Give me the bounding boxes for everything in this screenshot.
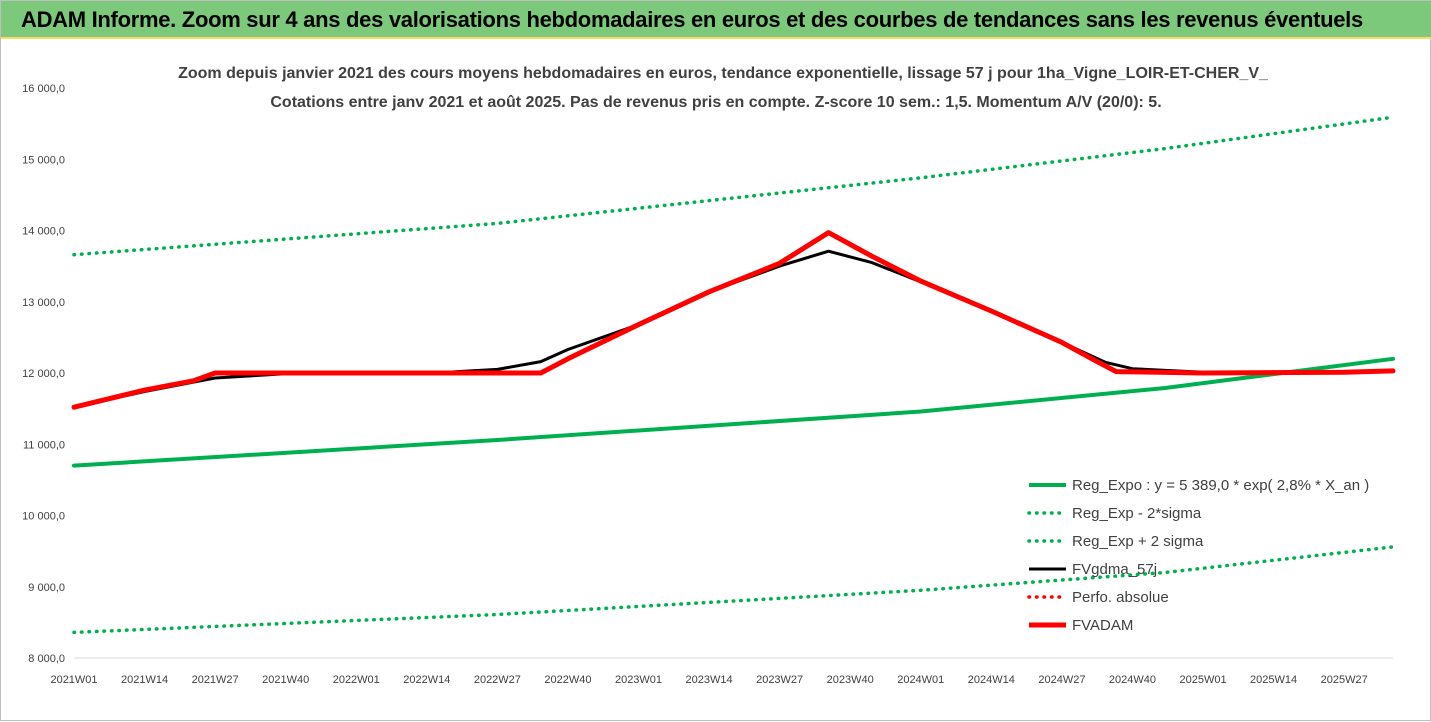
x-tick-label: 2025W27 [1321, 674, 1368, 686]
series-layer [71, 115, 1396, 635]
x-tick-label: 2024W40 [1109, 674, 1156, 686]
y-tick-label: 12 000,0 [22, 368, 65, 380]
x-tick-label: 2025W14 [1250, 674, 1297, 686]
x-tick-label: 2025W01 [1179, 674, 1226, 686]
x-tick-label: 2021W14 [121, 674, 168, 686]
report-title: ADAM Informe. Zoom sur 4 ans des valoris… [21, 7, 1363, 32]
legend-label: Reg_Exp + 2 sigma [1072, 533, 1204, 550]
x-tick-label: 2021W01 [50, 674, 97, 686]
chart-title-line-1: Zoom depuis janvier 2021 des cours moyen… [178, 65, 1269, 82]
legend-label: Reg_Expo : y = 5 389,0 * exp( 2,8% * X_a… [1072, 477, 1369, 494]
series-line-1 [72, 545, 1395, 635]
y-tick-label: 9 000,0 [28, 582, 65, 594]
x-tick-label: 2021W40 [262, 674, 309, 686]
x-tick-label: 2024W01 [897, 674, 944, 686]
x-tick-label: 2022W40 [544, 674, 591, 686]
legend-label: Perfo. absolue [1072, 589, 1169, 606]
series-line-2 [72, 115, 1395, 257]
x-tick-label: 2022W14 [403, 674, 450, 686]
legend-label: Reg_Exp - 2*sigma [1072, 505, 1202, 522]
series-line-0 [72, 356, 1395, 468]
x-tick-label: 2022W01 [333, 674, 380, 686]
y-tick-label: 15 000,0 [22, 154, 65, 166]
legend-label: FVADAM [1072, 617, 1133, 634]
y-tick-label: 14 000,0 [22, 226, 65, 238]
legend: Reg_Expo : y = 5 389,0 * exp( 2,8% * X_a… [1027, 477, 1369, 634]
x-tick-label: 2023W14 [686, 674, 733, 686]
report-header: ADAM Informe. Zoom sur 4 ans des valoris… [1, 1, 1431, 39]
y-tick-label: 10 000,0 [22, 511, 65, 523]
x-tick-label: 2024W27 [1038, 674, 1085, 686]
y-tick-label: 16 000,0 [22, 83, 65, 95]
y-tick-label: 13 000,0 [22, 297, 65, 309]
y-axis-ticks: 8 000,0 9 000,0 10 000,0 11 000,0 12 000,0 13… [22, 83, 65, 665]
x-tick-label: 2021W27 [192, 674, 239, 686]
x-tick-label: 2022W27 [474, 674, 521, 686]
x-axis-ticks: 2021W01 2021W14 2021W27 2021W40 2022W01 2022W… [50, 674, 1367, 686]
x-tick-label: 2023W01 [615, 674, 662, 686]
y-tick-label: 8 000,0 [28, 653, 65, 665]
series-line-5 [71, 230, 1396, 410]
chart-title-line-2: Cotations entre janv 2021 et août 2025. … [270, 94, 1161, 111]
legend-label: FVgdma_57j [1072, 561, 1157, 578]
y-tick-label: 11 000,0 [23, 439, 65, 451]
x-tick-label: 2023W40 [827, 674, 874, 686]
x-tick-label: 2023W27 [756, 674, 803, 686]
x-tick-label: 2024W14 [968, 674, 1015, 686]
